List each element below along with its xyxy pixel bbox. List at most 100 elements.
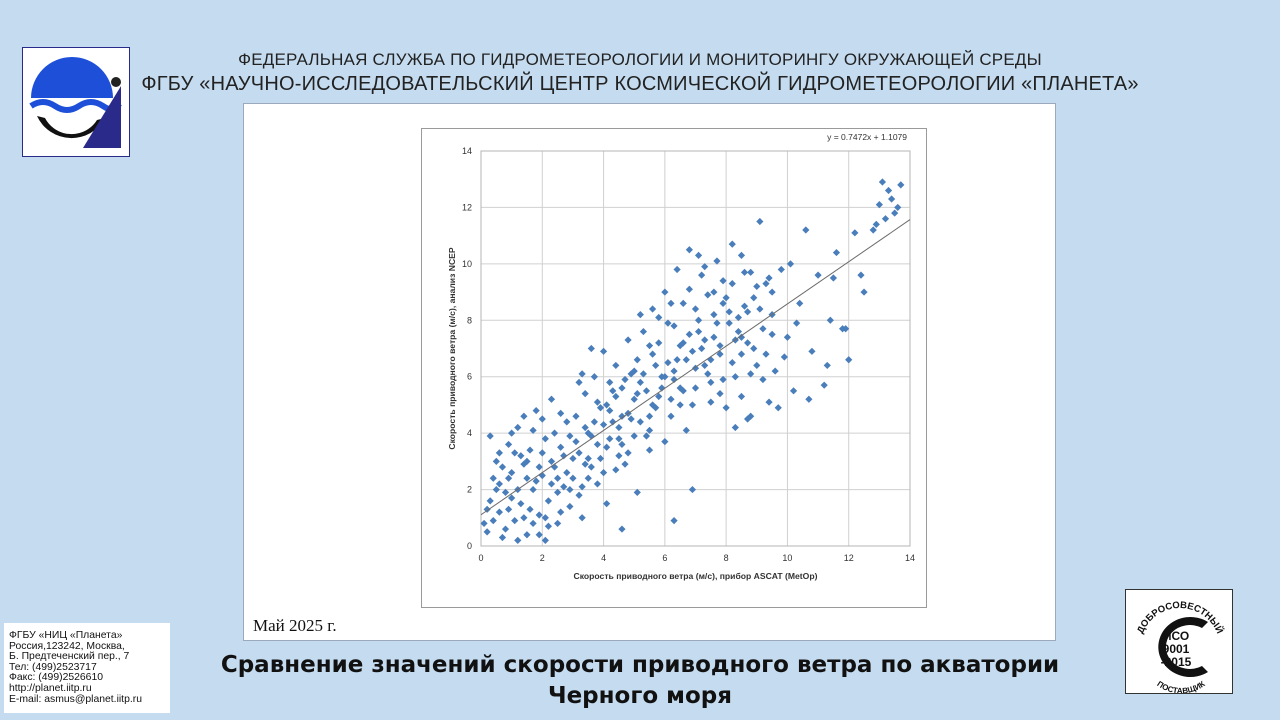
data-point [691, 384, 700, 392]
contact-info: ФГБУ «НИЦ «Планета» Россия,123242, Москв… [4, 623, 170, 713]
data-point [707, 378, 715, 386]
y-tick-label: 4 [467, 428, 472, 438]
data-point [618, 525, 626, 533]
data-point [667, 299, 675, 307]
data-point [645, 412, 654, 420]
data-point [569, 454, 577, 463]
data-point [501, 525, 510, 533]
data-point [667, 412, 675, 420]
data-point [740, 268, 749, 276]
y-tick-label: 10 [462, 259, 472, 269]
data-point [489, 474, 497, 482]
data-point [599, 347, 608, 355]
contact-line: ФГБУ «НИЦ «Планета» [9, 630, 123, 641]
caption-line-2: Черного моря [548, 683, 732, 709]
data-point [753, 361, 761, 370]
data-point [685, 246, 693, 254]
planeta-logo [22, 47, 130, 157]
data-point [780, 353, 788, 361]
data-point [658, 384, 666, 392]
data-point [609, 387, 617, 395]
data-point [566, 502, 574, 511]
data-point [734, 327, 742, 336]
data-point [526, 446, 534, 454]
y-axis-label: Скорость приводного ветра (м/с), анализ … [447, 247, 457, 449]
data-point [541, 435, 549, 443]
data-point [636, 311, 644, 319]
data-point [793, 319, 801, 327]
data-point [679, 299, 687, 307]
data-point [630, 432, 638, 440]
data-point [802, 226, 810, 234]
data-point [719, 375, 727, 384]
data-point [621, 375, 629, 384]
data-point [633, 356, 641, 364]
data-point [704, 291, 712, 299]
data-point [719, 277, 727, 285]
slide-caption: Сравнение значений скорости приводного в… [210, 650, 1070, 712]
data-point [486, 497, 494, 505]
data-point [786, 260, 795, 268]
data-point [557, 508, 565, 516]
data-point [547, 480, 556, 488]
data-point [636, 378, 644, 386]
data-point [590, 373, 598, 381]
data-point [728, 280, 736, 288]
data-point [860, 288, 868, 296]
data-point [765, 398, 773, 406]
data-point [685, 285, 693, 293]
data-point [606, 378, 614, 386]
data-point [514, 536, 522, 544]
data-point [826, 316, 834, 324]
data-point [532, 406, 540, 415]
data-point [633, 390, 641, 398]
data-point [504, 474, 513, 482]
trendline-equation: y = 0.7472x + 1.1079 [827, 132, 907, 142]
data-point [593, 398, 602, 406]
data-point [639, 327, 648, 336]
data-point [575, 491, 583, 499]
data-point [495, 480, 503, 488]
x-tick-label: 14 [905, 553, 915, 563]
data-point [894, 203, 902, 212]
data-point [783, 333, 792, 341]
x-tick-label: 8 [724, 553, 729, 563]
data-point [829, 274, 837, 282]
data-point [603, 401, 611, 409]
data-point [747, 268, 755, 276]
data-point [575, 449, 583, 457]
data-point [719, 299, 727, 307]
data-point [578, 483, 586, 491]
data-point [845, 356, 853, 364]
data-point [489, 517, 497, 525]
data-point [750, 294, 758, 302]
iso-line-1: ИСО [1163, 629, 1189, 643]
data-point [676, 342, 684, 350]
data-point [661, 288, 669, 296]
data-point [633, 488, 641, 496]
contact-link[interactable]: http://planet.iitp.ru [9, 682, 92, 694]
data-point [649, 350, 657, 358]
data-point [483, 528, 491, 536]
data-point [688, 485, 697, 494]
data-point [612, 361, 620, 370]
data-point [694, 327, 703, 336]
data-point [520, 412, 528, 420]
iso-line-2: 9001 [1163, 642, 1190, 656]
data-point [698, 344, 706, 353]
data-point [480, 519, 488, 528]
data-point [615, 435, 623, 443]
data-point [572, 412, 580, 420]
data-point [599, 421, 608, 429]
data-point [688, 401, 697, 409]
data-point [508, 429, 516, 437]
scatter-chart: 0 2 4 6 8 10 12 14 0 2 4 6 8 10 12 14 Скорость приводног… [421, 128, 927, 608]
data-point [642, 387, 651, 395]
data-point [765, 274, 773, 282]
date-label: Май 2025 г. [253, 616, 337, 635]
contact-email[interactable]: E-mail: asmus@planet.iitp.ru [9, 693, 142, 705]
y-tick-label: 14 [462, 146, 472, 156]
data-point [808, 347, 816, 355]
data-point [777, 265, 785, 274]
data-point [621, 460, 629, 468]
